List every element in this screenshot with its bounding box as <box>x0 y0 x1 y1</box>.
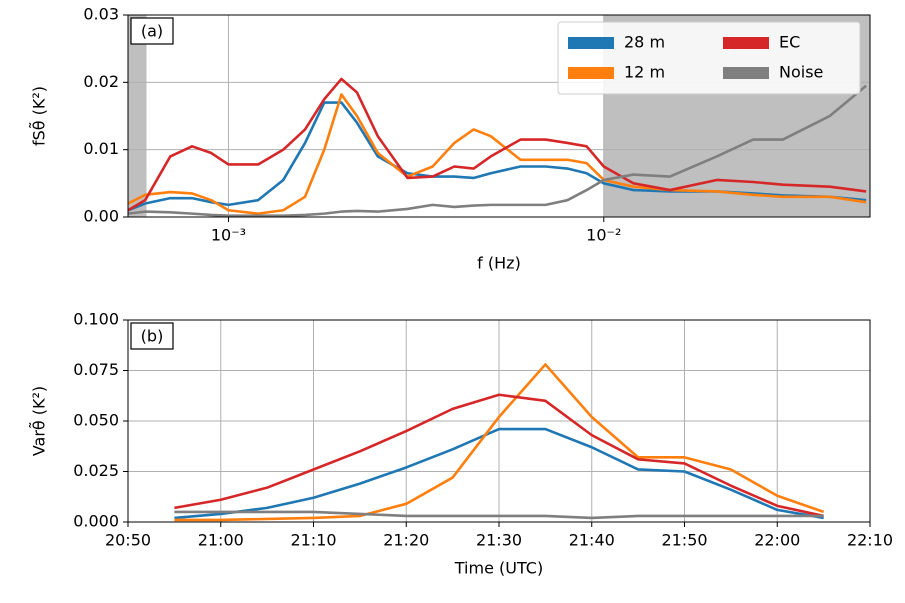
legend-label: EC <box>779 33 800 52</box>
legend-swatch <box>723 37 769 49</box>
x-tick-label: 21:40 <box>569 531 615 550</box>
legend-swatch <box>723 67 769 79</box>
annotation: (b) <box>141 327 164 346</box>
y-tick-label: 0.03 <box>83 5 119 24</box>
shaded-span <box>128 15 147 217</box>
x-tick-label: 21:30 <box>476 531 522 550</box>
series-line <box>128 84 867 217</box>
x-tick-label: 21:10 <box>290 531 336 550</box>
y-tick-label: 0.025 <box>73 461 119 480</box>
series-line <box>174 363 825 522</box>
legend-label: Noise <box>779 63 823 82</box>
legend-label: 12 m <box>624 63 665 82</box>
y-tick-label: 0.075 <box>73 360 119 379</box>
x-axis-label: Time (UTC) <box>454 559 543 578</box>
y-axis-label: Varθ̃ (K²) <box>30 386 49 456</box>
legend-box <box>557 21 861 95</box>
x-tick-label: 21:20 <box>383 531 429 550</box>
series-line <box>128 93 867 215</box>
plot-frame <box>127 14 871 218</box>
legend-swatch <box>568 67 614 79</box>
y-tick-label: 0.100 <box>73 310 119 329</box>
annotation-box <box>130 17 174 45</box>
series-line <box>174 393 824 518</box>
annotation: (a) <box>141 22 163 41</box>
x-axis-label: f (Hz) <box>477 254 521 273</box>
series-line <box>174 510 824 520</box>
x-tick-label: 20:50 <box>105 531 151 550</box>
x-tick-label: 22:10 <box>847 531 893 550</box>
x-tick-label: 10⁻³ <box>211 226 246 245</box>
x-tick-label: 10⁻² <box>586 226 621 245</box>
legend-label: 28 m <box>624 33 665 52</box>
y-tick-label: 0.000 <box>73 512 119 531</box>
x-tick-label: 21:00 <box>198 531 244 550</box>
y-tick-label: 0.050 <box>73 411 119 430</box>
series-line <box>174 427 824 520</box>
y-tick-label: 0.02 <box>83 72 119 91</box>
plot-frame <box>127 319 871 523</box>
y-axis-label: fSθ̃ (K²) <box>30 86 49 146</box>
x-tick-label: 22:00 <box>754 531 800 550</box>
legend-swatch <box>568 37 614 49</box>
y-tick-label: 0.00 <box>83 207 119 226</box>
x-tick-label: 21:50 <box>661 531 707 550</box>
series-line <box>128 77 867 212</box>
annotation-box <box>130 322 174 350</box>
y-tick-label: 0.01 <box>83 139 119 158</box>
